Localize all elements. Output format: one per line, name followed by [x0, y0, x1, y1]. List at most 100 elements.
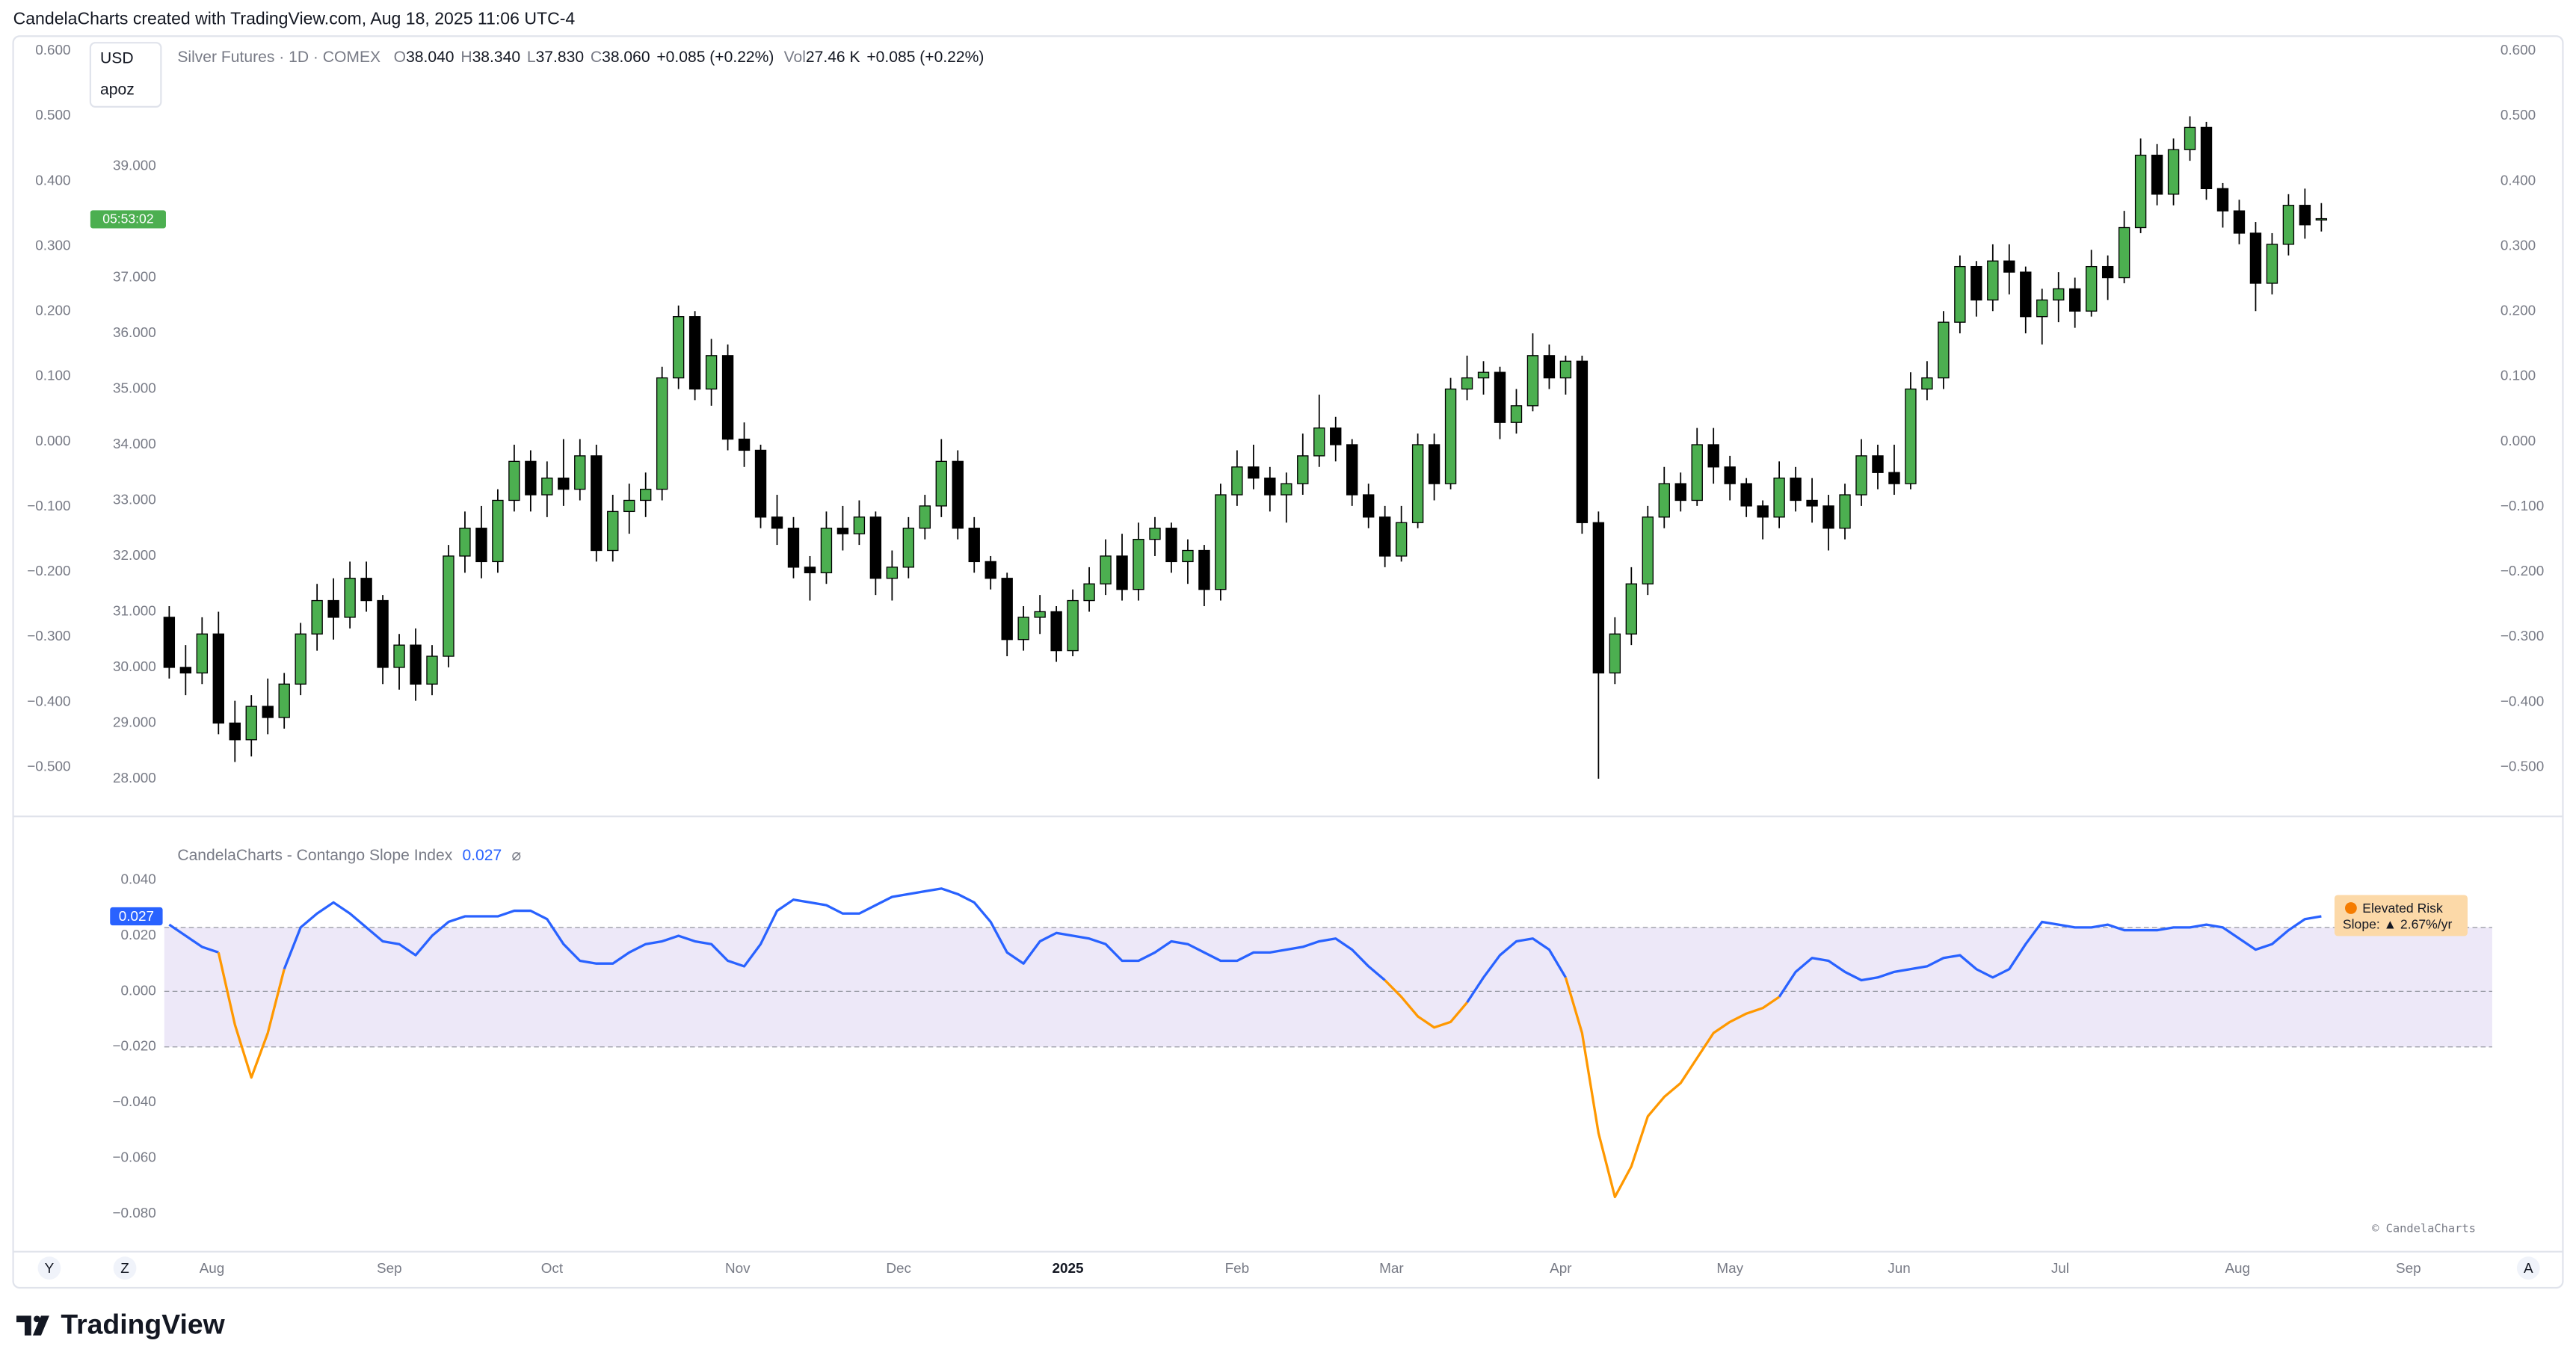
candle-body — [2020, 271, 2032, 318]
legend-value: 37.830 — [536, 49, 584, 66]
y2-tick-label: 0.600 — [35, 43, 70, 58]
candle-body — [443, 555, 455, 657]
indicator-title: CandelaCharts - Contango Slope Index — [177, 847, 452, 864]
candle-body — [1165, 528, 1177, 563]
candle-body — [1281, 483, 1292, 496]
candle-body — [1674, 483, 1686, 502]
countdown: 05:53:02 — [102, 212, 153, 226]
currency-box[interactable] — [89, 42, 162, 108]
candle-body — [919, 505, 931, 529]
y-tick-label: 39.000 — [113, 158, 156, 174]
candle-body — [1017, 617, 1029, 641]
legend-change: +0.085 (+0.22%) — [656, 49, 774, 66]
x-tick-label: Apr — [1550, 1261, 1571, 1277]
y2-tick-label: −0.300 — [2500, 629, 2544, 644]
y2-tick-label: 0.200 — [35, 303, 70, 319]
candle-body — [1642, 516, 1654, 584]
candle-body — [1494, 371, 1506, 423]
y2-tick-label: 0.400 — [2500, 173, 2536, 188]
candle-body — [1050, 611, 1062, 652]
unit[interactable]: apoz — [100, 81, 135, 98]
candle-body — [820, 528, 833, 573]
candle-body — [2233, 210, 2246, 234]
x-tick-label: Dec — [886, 1261, 911, 1277]
candle-body — [1248, 466, 1260, 479]
currency[interactable]: USD — [100, 50, 134, 67]
candle-body — [1526, 355, 1539, 407]
candle-body — [344, 578, 356, 618]
button-z[interactable]: Z — [120, 1261, 129, 1277]
candle-body — [1198, 549, 1210, 590]
legend-label: H — [460, 49, 472, 66]
candle-body — [2249, 232, 2262, 284]
candle-body — [656, 377, 668, 490]
candle-body — [541, 478, 553, 496]
candle-body — [952, 460, 964, 529]
candle-body — [1921, 377, 1933, 390]
legend-value: 27.46 K — [806, 49, 860, 66]
y2-tick-label: −0.300 — [27, 629, 70, 644]
candle-body — [1790, 478, 1802, 502]
x-tick-label: Feb — [1225, 1261, 1250, 1277]
legend-change: +0.085 (+0.22%) — [866, 49, 984, 66]
button-a[interactable]: A — [2524, 1261, 2533, 1277]
legend-label: C — [591, 49, 602, 66]
candle-body — [672, 316, 685, 379]
candle-body — [968, 528, 980, 563]
candle-body — [212, 633, 224, 724]
candle-body — [1987, 260, 1999, 300]
candle-body — [1954, 265, 1966, 323]
candle-body — [721, 355, 734, 440]
x-tick-label: Nov — [725, 1261, 751, 1277]
candle-body — [1510, 405, 1523, 423]
y2-tick-label: −0.100 — [27, 499, 70, 514]
watermark: © CandelaCharts — [2372, 1221, 2476, 1235]
y-tick-label: 0.040 — [121, 872, 156, 888]
y-tick-label: 28.000 — [113, 771, 156, 786]
candle-body — [426, 655, 438, 685]
indicator-legend: CandelaCharts - Contango Slope Index 0.02… — [177, 847, 521, 864]
plot-area: Aug Sep Oct Nov Dec 2025 Feb Mar Apr May Jun Jul Aug… — [27, 43, 2544, 1277]
candle-body — [393, 644, 405, 668]
y2-tick-label: −0.200 — [27, 564, 70, 579]
y-tick-label: 29.000 — [113, 715, 156, 730]
x-tick-label: Sep — [2396, 1261, 2421, 1277]
candle-body — [1149, 528, 1161, 540]
candle-body — [1411, 444, 1424, 523]
candle-body — [1559, 360, 1572, 379]
candle-body — [1806, 499, 1818, 507]
y-tick-label: 37.000 — [113, 270, 156, 286]
y2-tick-label: −0.100 — [2500, 499, 2544, 514]
candle-body — [459, 528, 471, 557]
candle-body — [410, 644, 422, 685]
candle-body — [2036, 299, 2048, 318]
candle-body — [1888, 472, 1900, 484]
candle-body — [327, 599, 339, 618]
candle-body — [245, 706, 257, 741]
candle-body — [1757, 505, 1769, 518]
y2-tick-label: −0.200 — [2500, 564, 2544, 579]
candle-body — [492, 499, 504, 563]
candle-body — [525, 460, 537, 496]
y2-tick-label: 0.000 — [35, 433, 70, 449]
button-y[interactable]: Y — [45, 1261, 55, 1277]
y2-tick-label: 0.300 — [35, 238, 70, 253]
indicator-line — [217, 951, 1781, 1199]
button-bg[interactable] — [113, 1256, 137, 1280]
band — [164, 927, 2492, 1047]
candle-body — [2216, 188, 2229, 212]
y2-tick-label: 0.000 — [2500, 433, 2536, 449]
y-tick-label: −0.080 — [112, 1206, 155, 1221]
button-bg[interactable] — [2516, 1256, 2540, 1280]
candle-body — [1116, 555, 1128, 590]
button-bg[interactable] — [37, 1256, 61, 1280]
candle-body — [2118, 226, 2130, 279]
annotation-icon — [2345, 902, 2357, 914]
y-tick-label: 31.000 — [113, 603, 156, 619]
candle-body — [1625, 583, 1638, 635]
candle-body — [262, 706, 274, 718]
candle-body — [196, 633, 209, 674]
candle-body — [771, 516, 783, 529]
candle-body — [787, 528, 800, 568]
y2-tick-label: 0.100 — [2500, 368, 2536, 384]
